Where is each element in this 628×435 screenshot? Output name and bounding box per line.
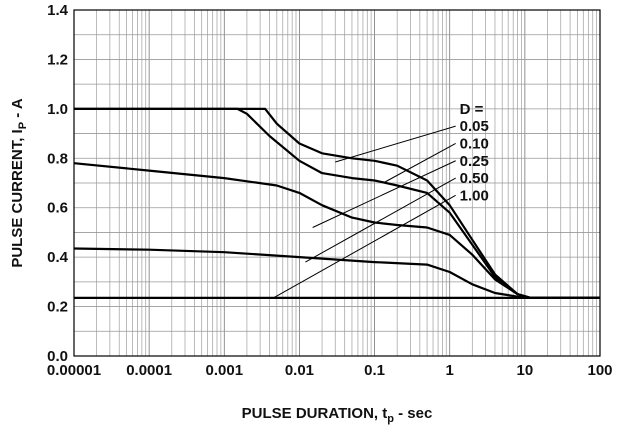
grid [73,10,600,356]
duty-cycle-label: 0.25 [460,153,489,170]
duty-cycle-label: 0.05 [460,118,489,135]
leader-line-d-0-25 [312,160,456,228]
leader-line-d-1-00 [273,194,456,299]
y-axis-label-unit: - A [9,98,26,122]
x-axis-label-main: PULSE DURATION, t [242,405,388,422]
y-tick-label: 0.6 [47,200,68,217]
x-tick-label: 10 [517,362,534,379]
y-tick-label: 0.4 [47,249,69,266]
y-tick-label: 1.0 [47,101,68,118]
y-axis-label-main: PULSE CURRENT, I [9,129,26,267]
duty-cycle-labels: D = 0.050.100.250.501.00 [460,101,489,205]
y-tick-labels: 0.0 0.2 0.4 0.6 0.8 1.0 1.2 1.4 [47,2,69,365]
x-tick-label: 0.01 [285,362,314,379]
y-axis-label-subscript: P [17,122,29,129]
y-tick-label: 0.2 [47,299,68,316]
duty-cycle-label: 0.50 [460,170,489,187]
series-line-d-0-10 [74,107,600,299]
plot-frame [73,9,601,357]
x-tick-label: 0.0001 [126,362,172,379]
x-tick-label: 0.1 [364,362,385,379]
duty-cycle-header: D = [460,101,484,118]
series-line-d-0-05 [74,107,600,299]
x-axis-label-unit: - sec [394,405,432,422]
x-tick-labels: 0.00001 0.0001 0.001 0.01 0.1 1 10 100 [47,362,613,379]
y-tick-label: 0.0 [47,348,68,365]
x-tick-label: 0.00001 [47,362,101,379]
x-tick-label: 0.001 [206,362,244,379]
series-line-d-0-25 [73,162,600,299]
leader-line-d-0-50 [305,177,456,263]
duty-cycle-label: 0.10 [460,135,489,152]
series-lines [73,107,600,299]
leader-line-d-0-05 [335,125,456,163]
y-axis-label: PULSE CURRENT, IP - A [9,98,29,267]
leader-line-d-0-10 [382,143,456,184]
x-tick-label: 1 [446,362,454,379]
leader-lines [273,125,456,299]
x-axis-label-subscript: p [387,413,394,425]
x-axis-label: PULSE DURATION, tp - sec [242,405,433,425]
y-tick-label: 1.2 [47,51,68,68]
x-tick-label: 100 [587,362,612,379]
y-tick-label: 0.8 [47,150,68,167]
y-tick-label: 1.4 [47,2,69,19]
duty-cycle-label: 1.00 [460,187,489,204]
